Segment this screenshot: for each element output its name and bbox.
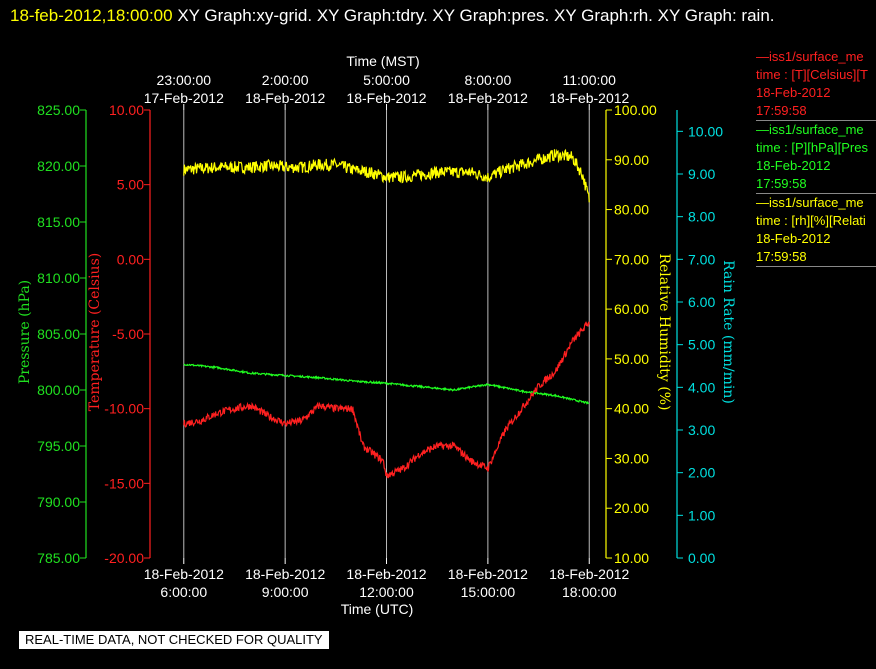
rain-tick-label: 4.00 — [688, 379, 715, 395]
rain-tick-label: 8.00 — [688, 209, 715, 225]
top-tick-time: 11:00:00 — [563, 72, 617, 88]
legend-name: —iss1/surface_me — [756, 195, 864, 210]
rh-tick-label: 90.00 — [614, 152, 649, 168]
rh-tick-label: 70.00 — [614, 251, 649, 267]
rain-axis-title: Rain Rate (mm/min) — [720, 260, 736, 404]
temp-tick-label: -10.00 — [104, 401, 144, 417]
rain-tick-label: 9.00 — [688, 166, 715, 182]
rain-tick-label: 5.00 — [688, 337, 715, 353]
temp-tick-label: -15.00 — [104, 475, 144, 491]
bottom-tick-date: 18-Feb-2012 — [549, 566, 629, 582]
pres-tick-label: 815.00 — [37, 214, 80, 230]
legend-units: time : [T][Celsius][T — [756, 67, 868, 82]
bottom-tick-date: 18-Feb-2012 — [144, 566, 224, 582]
legend-time: 17:59:58 — [756, 176, 807, 191]
header-timestamp: 18-feb-2012,18:00:00 — [10, 6, 173, 25]
temp-tick-label: 0.00 — [117, 251, 144, 267]
pres-tick-label: 820.00 — [37, 158, 80, 174]
bottom-tick-time: 15:00:00 — [461, 584, 516, 600]
bottom-tick-date: 18-Feb-2012 — [245, 566, 325, 582]
rh-tick-label: 10.00 — [614, 550, 649, 566]
pres-tick-label: 790.00 — [37, 494, 80, 510]
temp-series-line — [183, 320, 590, 479]
rain-tick-label: 1.00 — [688, 507, 715, 523]
pres-tick-label: 800.00 — [37, 382, 80, 398]
bottom-tick-date: 18-Feb-2012 — [448, 566, 528, 582]
bottom-tick-time: 9:00:00 — [262, 584, 309, 600]
legend-date: 18-Feb-2012 — [756, 231, 831, 246]
pres-axis-title: Pressure (hPa) — [17, 280, 33, 384]
temp-tick-label: 5.00 — [117, 177, 144, 193]
header-graph-list: XY Graph:xy-grid. XY Graph:tdry. XY Grap… — [172, 6, 775, 25]
rain-tick-label: 2.00 — [688, 465, 715, 481]
bottom-tick-time: 12:00:00 — [359, 584, 414, 600]
temp-tick-label: 10.00 — [109, 102, 144, 118]
top-tick-time: 2:00:00 — [262, 72, 309, 88]
pres-series-line — [183, 363, 590, 405]
pres-tick-label: 785.00 — [37, 550, 80, 566]
window-header: 18-feb-2012,18:00:00 XY Graph:xy-grid. X… — [10, 2, 870, 30]
bottom-tick-date: 18-Feb-2012 — [346, 566, 426, 582]
bottom-axis-title: Time (UTC) — [341, 601, 414, 617]
temp-tick-label: -5.00 — [112, 326, 144, 342]
rh-tick-label: 80.00 — [614, 202, 649, 218]
pres-tick-label: 795.00 — [37, 438, 80, 454]
legend-units: time : [rh][%][Relati — [756, 213, 866, 228]
rh-tick-label: 60.00 — [614, 301, 649, 317]
top-axis-title: Time (MST) — [346, 53, 419, 69]
rain-tick-label: 3.00 — [688, 422, 715, 438]
rh-series-line — [183, 148, 590, 203]
pres-tick-label: 810.00 — [37, 270, 80, 286]
legend-name: —iss1/surface_me — [756, 49, 864, 64]
rh-axis-title: Relative Humidity (%) — [656, 253, 672, 410]
temp-axis-title: Temperature (Celsius) — [87, 253, 103, 411]
top-tick-date: 18-Feb-2012 — [549, 90, 629, 106]
legend-units: time : [P][hPa][Pres — [756, 140, 868, 155]
legend-time: 17:59:58 — [756, 249, 807, 264]
rain-tick-label: 7.00 — [688, 251, 715, 267]
temp-tick-label: -20.00 — [104, 550, 144, 566]
bottom-tick-time: 6:00:00 — [160, 584, 207, 600]
legend-date: 18-Feb-2012 — [756, 158, 831, 173]
top-tick-date: 17-Feb-2012 — [144, 90, 224, 106]
rh-tick-label: 40.00 — [614, 401, 649, 417]
top-tick-date: 18-Feb-2012 — [245, 90, 325, 106]
top-tick-date: 18-Feb-2012 — [448, 90, 528, 106]
quality-notice: REAL-TIME DATA, NOT CHECKED FOR QUALITY — [19, 631, 329, 649]
legend-date: 18-Feb-2012 — [756, 85, 831, 100]
top-tick-time: 23:00:00 — [157, 72, 212, 88]
rh-tick-label: 20.00 — [614, 500, 649, 516]
top-tick-date: 18-Feb-2012 — [346, 90, 426, 106]
pres-tick-label: 805.00 — [37, 326, 80, 342]
top-tick-time: 8:00:00 — [465, 72, 512, 88]
rh-tick-label: 50.00 — [614, 351, 649, 367]
legend-name: —iss1/surface_me — [756, 122, 864, 137]
rh-tick-label: 30.00 — [614, 450, 649, 466]
rain-tick-label: 6.00 — [688, 294, 715, 310]
top-tick-time: 5:00:00 — [363, 72, 410, 88]
pres-tick-label: 825.00 — [37, 102, 80, 118]
rain-tick-label: 0.00 — [688, 550, 715, 566]
legend-time: 17:59:58 — [756, 103, 807, 118]
rain-tick-label: 10.00 — [688, 123, 723, 139]
rh-tick-label: 100.00 — [614, 102, 657, 118]
bottom-tick-time: 18:00:00 — [562, 584, 617, 600]
